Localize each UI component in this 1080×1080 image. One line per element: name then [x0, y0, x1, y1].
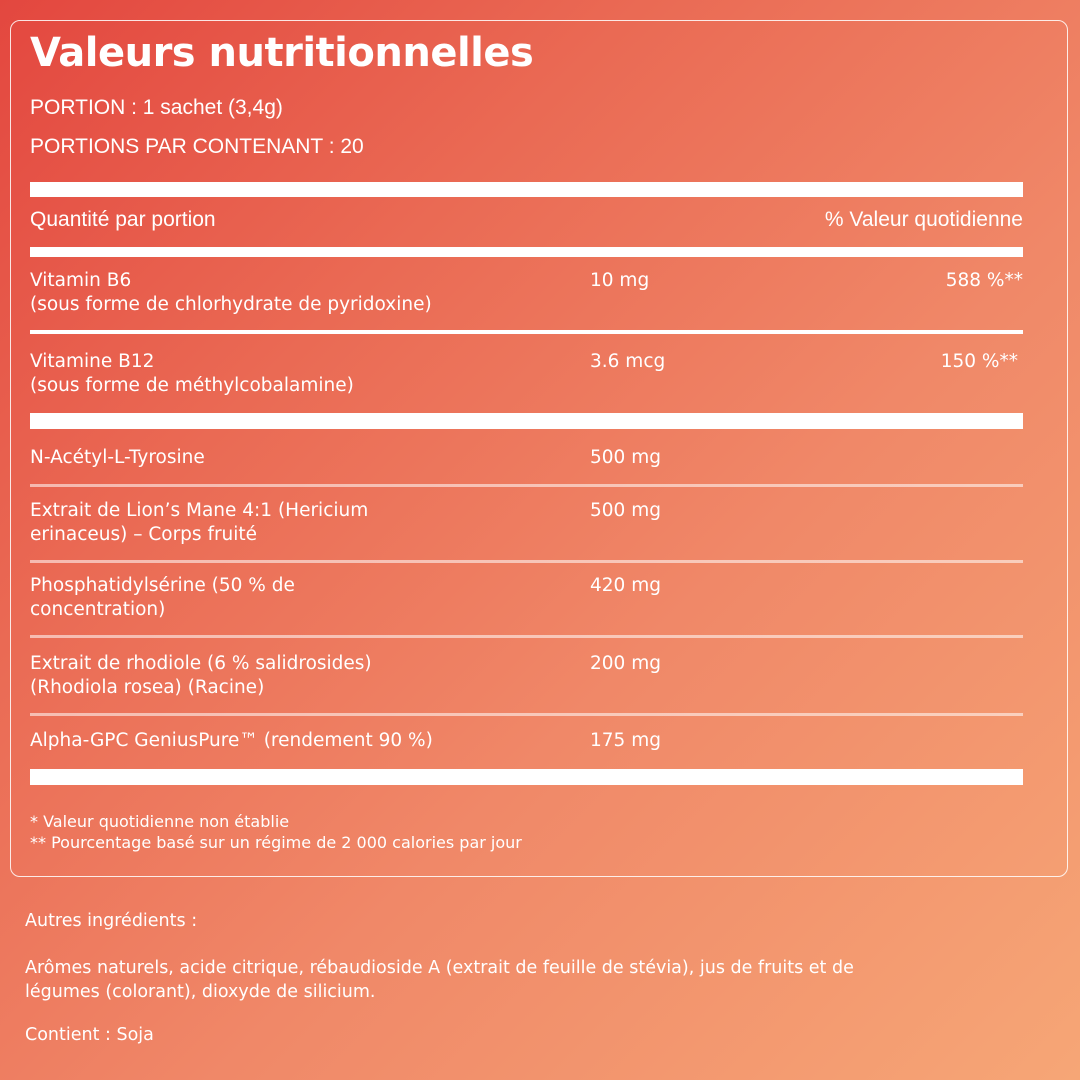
ingredient-name: Extrait de rhodiole (6 % salidrosides) (…: [30, 653, 372, 698]
divider-row: [30, 560, 1023, 563]
divider-row: [30, 635, 1023, 638]
nutrient-amount: 10 mg: [590, 270, 650, 291]
divider-row: [30, 713, 1023, 716]
ingredient-name: Alpha-GPC GeniusPure™ (rendement 90 %): [30, 730, 433, 751]
nutrient-name: Vitamin B6 (sous forme de chlorhydrate d…: [30, 270, 432, 315]
divider-thin: [30, 330, 1023, 334]
footnote-calorie-basis: ** Pourcentage basé sur un régime de 2 0…: [30, 833, 522, 852]
serving-size: PORTION : 1 sachet (3,4g): [30, 96, 283, 119]
ingredient-amount: 500 mg: [590, 500, 661, 521]
divider-thick: [30, 769, 1023, 785]
ingredient-amount: 420 mg: [590, 575, 661, 596]
ingredient-amount: 500 mg: [590, 447, 661, 468]
ingredient-name: Extrait de Lion’s Mane 4:1 (Hericium eri…: [30, 500, 369, 545]
ingredient-name: N-Acétyl-L-Tyrosine: [30, 447, 205, 468]
nutrient-name: Vitamine B12 (sous forme de méthylcobala…: [30, 351, 354, 396]
divider-medium: [30, 247, 1023, 257]
nutrient-amount: 3.6 mcg: [590, 351, 666, 372]
other-ingredients-text: Arômes naturels, acide citrique, rébaudi…: [25, 958, 854, 1002]
ingredient-amount: 175 mg: [590, 730, 661, 751]
allergen-statement: Contient : Soja: [25, 1025, 154, 1045]
divider-row: [30, 484, 1023, 487]
ingredient-name: Phosphatidylsérine (50 % de concentratio…: [30, 575, 295, 620]
ingredient-amount: 200 mg: [590, 653, 661, 674]
nutrient-daily-value: 588 %**: [945, 270, 1023, 291]
other-ingredients-heading: Autres ingrédients :: [25, 911, 198, 931]
servings-per-container: PORTIONS PAR CONTENANT : 20: [30, 135, 364, 158]
label-title: Valeurs nutritionnelles: [30, 30, 534, 76]
divider-thick: [30, 182, 1023, 197]
nutrient-daily-value: 150 %**: [940, 351, 1018, 372]
header-daily-value: % Valeur quotidienne: [824, 208, 1023, 231]
nutrition-label-panel: [10, 20, 1068, 877]
footnote-not-established: * Valeur quotidienne non établie: [30, 812, 290, 831]
header-amount-per-serving: Quantité par portion: [30, 208, 216, 231]
divider-thick: [30, 413, 1023, 429]
